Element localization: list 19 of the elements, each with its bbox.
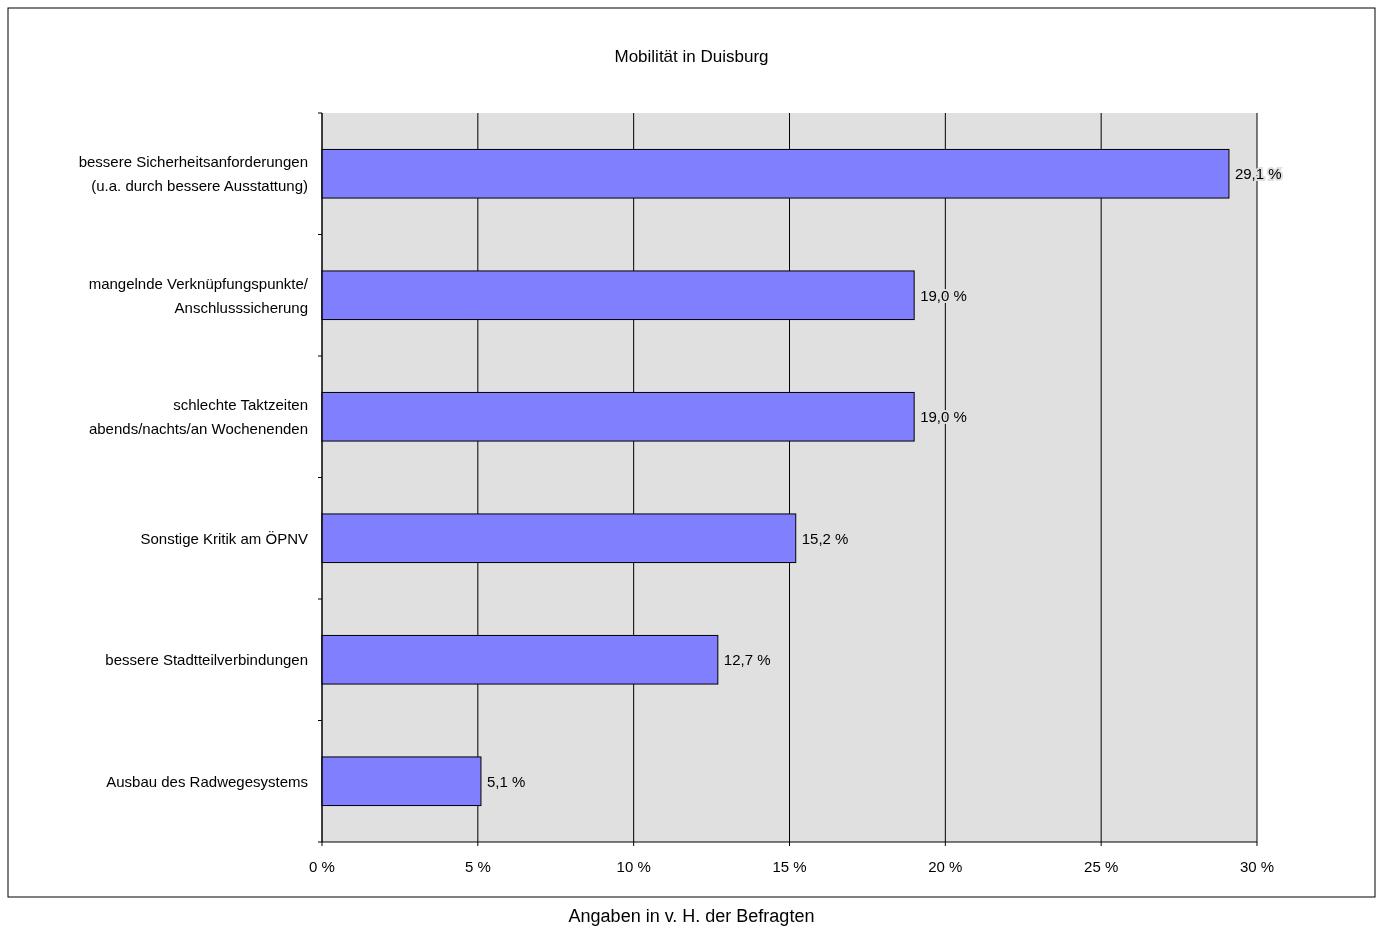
x-tick-label: 5 % — [464, 858, 491, 875]
data-label: 5,1 % — [486, 772, 526, 790]
x-tick-label: 0 % — [309, 858, 335, 875]
y-tick-label: Ausbau des Radwegesystems — [106, 772, 308, 790]
x-tick-label: 20 % — [928, 858, 963, 875]
data-label: 15,2 % — [801, 529, 849, 547]
x-axis-title: Angaben in v. H. der Befragten — [568, 906, 815, 926]
chart-title: Mobilität in Duisburg — [614, 47, 769, 66]
y-tick-label: schlechte Taktzeiten abends/nachts/an Wochenenden — [88, 396, 308, 437]
y-tick-label: bessere Sicherheitsanforderungen (u.a. durch bessere Ausstattung) — [78, 153, 308, 194]
data-label: 29,1 % — [1234, 165, 1282, 182]
x-tick-label: 10 % — [616, 858, 651, 875]
y-tick-label: mangelnde Verknüpfungspunkte/ Anschlusssicherung — [88, 274, 309, 316]
x-tick-label: 30 % — [1239, 858, 1275, 875]
x-tick-label: 25 % — [1084, 858, 1119, 875]
x-tick-label: 15 % — [772, 858, 807, 875]
y-tick-label: Sonstige Kritik am ÖPNV — [140, 529, 308, 547]
y-tick-label: bessere Stadtteilverbindungen — [105, 651, 308, 668]
data-label: 12,7 % — [723, 651, 771, 668]
